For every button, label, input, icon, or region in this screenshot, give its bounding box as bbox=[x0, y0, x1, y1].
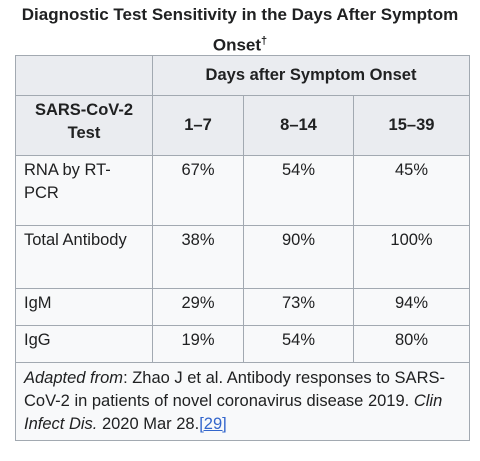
cell: 67% bbox=[152, 155, 244, 226]
footer-label: Adapted from bbox=[24, 369, 124, 387]
column-header: 8–14 bbox=[243, 95, 354, 156]
footer-date: 2020 Mar 28. bbox=[101, 415, 200, 433]
table-row: IgM 29% 73% 94% bbox=[15, 288, 470, 326]
table-row: RNA by RT-PCR 67% 54% 45% bbox=[15, 155, 470, 226]
title: Diagnostic Test Sensitivity in the Days … bbox=[20, 2, 460, 59]
row-label: IgG bbox=[15, 325, 153, 363]
title-mark: † bbox=[261, 35, 268, 47]
group-header: Days after Symptom Onset bbox=[152, 55, 470, 96]
table-row: Total Antibody 38% 90% 100% bbox=[15, 225, 470, 289]
footer-journal: Clin Infect Dis. bbox=[24, 392, 443, 433]
cell: 90% bbox=[243, 225, 354, 289]
footer-text: : Zhao J et al. Antibody responses to SA… bbox=[24, 369, 445, 410]
cell: 45% bbox=[353, 155, 470, 226]
title-text: Diagnostic Test Sensitivity in the Days … bbox=[21, 5, 459, 55]
cell: 80% bbox=[353, 325, 470, 363]
table: Days after Symptom Onset SARS-CoV-2 Test… bbox=[15, 55, 470, 441]
cell: 38% bbox=[152, 225, 244, 289]
table-row: IgG 19% 54% 80% bbox=[15, 325, 470, 363]
column-header: 1–7 bbox=[152, 95, 244, 156]
row-label: Total Antibody bbox=[15, 225, 153, 289]
footer: Adapted from: Zhao J et al. Antibody res… bbox=[15, 362, 470, 441]
cell: 94% bbox=[353, 288, 470, 326]
corner-cell bbox=[15, 55, 153, 96]
column-header: SARS-CoV-2 Test bbox=[15, 95, 153, 156]
cell: 100% bbox=[353, 225, 470, 289]
cell: 54% bbox=[243, 155, 354, 226]
cell: 73% bbox=[243, 288, 354, 326]
cell: 54% bbox=[243, 325, 354, 363]
row-label: IgM bbox=[15, 288, 153, 326]
row-label: RNA by RT-PCR bbox=[15, 155, 153, 226]
cell: 29% bbox=[152, 288, 244, 326]
column-header: 15–39 bbox=[353, 95, 470, 156]
cell: 19% bbox=[152, 325, 244, 363]
footer-ref[interactable]: [29] bbox=[199, 415, 227, 433]
